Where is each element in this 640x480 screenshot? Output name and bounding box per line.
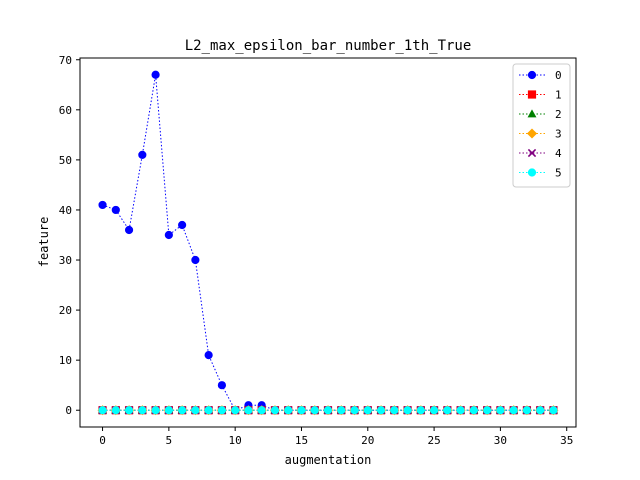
data-point [509, 406, 518, 415]
plot-frame [79, 57, 577, 428]
legend-label: 5 [555, 167, 562, 180]
data-point [151, 70, 160, 79]
y-axis: 0 10 20 30 40 50 60 70 [59, 54, 80, 417]
plot-area [97, 70, 559, 416]
x-axis: 0 5 10 15 20 25 30 35 [99, 427, 573, 447]
legend-marker [527, 90, 537, 99]
legend-entry: 0 [519, 69, 562, 82]
x-tick-label: 30 [494, 434, 507, 447]
y-tick-label: 70 [59, 54, 72, 67]
data-point [111, 406, 120, 415]
data-point [549, 406, 558, 415]
data-point [124, 225, 134, 235]
data-point [323, 406, 333, 415]
data-point [270, 406, 280, 415]
legend-label: 0 [555, 69, 562, 82]
x-tick-label: 20 [361, 434, 374, 447]
data-point [204, 351, 213, 360]
data-point [257, 406, 266, 415]
data-point [337, 406, 346, 415]
legend-label: 1 [555, 89, 562, 102]
series-5 [98, 406, 558, 415]
data-point [376, 406, 386, 415]
y-tick-label: 30 [59, 254, 72, 267]
legend-marker [526, 128, 538, 139]
y-tick-label: 10 [59, 354, 72, 367]
y-tick-label: 0 [65, 404, 72, 417]
legend-marker [527, 70, 537, 80]
y-axis-label: feature [37, 217, 51, 268]
data-point [496, 406, 505, 415]
data-point [456, 406, 465, 415]
data-point [178, 406, 187, 415]
data-point [522, 406, 532, 415]
legend-label: 2 [555, 108, 562, 121]
legend-marker [527, 168, 537, 177]
x-tick-label: 0 [99, 434, 106, 447]
legend-marker [527, 148, 537, 158]
data-point [217, 406, 227, 415]
x-tick-label: 5 [166, 434, 173, 447]
chart-title: L2_max_epsilon_bar_number_1th_True [185, 38, 472, 54]
data-point [297, 406, 306, 415]
legend-marker [527, 109, 537, 118]
data-point [164, 406, 173, 415]
data-point [429, 406, 439, 415]
data-point [164, 230, 173, 240]
y-tick-label: 20 [59, 304, 72, 317]
data-point [469, 406, 478, 415]
x-tick-label: 25 [427, 434, 440, 447]
x-axis-label: augmentation [285, 453, 372, 467]
legend-entry: 3 [519, 128, 562, 141]
data-point [244, 406, 253, 415]
data-point [124, 406, 134, 415]
x-tick-label: 15 [295, 434, 308, 447]
legend: 0 1 2 3 4 5 [512, 63, 571, 188]
y-tick-label: 40 [59, 204, 72, 217]
data-point [217, 381, 227, 390]
legend-entry: 5 [519, 167, 562, 180]
data-point [111, 205, 120, 215]
data-point [98, 406, 107, 415]
data-point [151, 406, 160, 415]
data-point [416, 406, 425, 415]
data-point [363, 406, 372, 415]
data-point [284, 406, 293, 415]
x-tick-label: 10 [229, 434, 242, 447]
data-point [191, 406, 200, 415]
data-point [390, 406, 399, 415]
data-point [98, 200, 107, 210]
data-point [204, 406, 213, 415]
legend-entry: 4 [519, 147, 562, 160]
legend-label: 4 [555, 147, 562, 160]
data-point [138, 406, 147, 415]
data-point [138, 150, 147, 159]
legend-entry: 1 [519, 89, 562, 102]
data-point [178, 220, 187, 230]
x-tick-label: 35 [560, 434, 573, 447]
data-point [536, 406, 545, 415]
legend-entry: 2 [519, 108, 562, 121]
data-point [310, 406, 319, 415]
data-point [350, 406, 359, 415]
y-tick-label: 60 [59, 104, 72, 117]
data-point [483, 406, 492, 415]
y-tick-label: 50 [59, 154, 72, 167]
data-point [231, 406, 240, 415]
data-point [443, 406, 452, 415]
legend-label: 3 [555, 128, 562, 141]
data-point [403, 406, 412, 415]
data-point [191, 255, 200, 265]
